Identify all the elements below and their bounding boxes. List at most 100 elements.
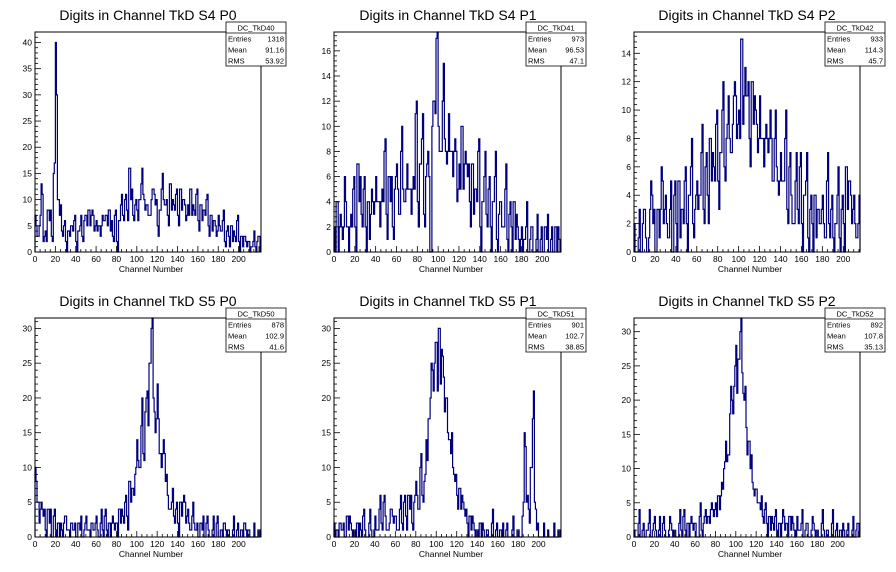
stats-key: RMS bbox=[528, 57, 545, 66]
stats-key: Entries bbox=[528, 35, 552, 44]
y-tick-label: 20 bbox=[622, 395, 632, 405]
y-tick-label: 25 bbox=[23, 358, 33, 368]
x-tick-label: 60 bbox=[91, 254, 101, 264]
x-tick-label: 80 bbox=[713, 254, 723, 264]
histogram-line bbox=[333, 31, 561, 253]
stats-key: Mean bbox=[528, 46, 547, 55]
stats-box-frame bbox=[824, 21, 886, 67]
y-tick-label: 0 bbox=[626, 532, 631, 542]
y-tick-label: 15 bbox=[23, 168, 33, 178]
x-tick-label: 60 bbox=[392, 254, 402, 264]
x-tick-label: 80 bbox=[413, 254, 423, 264]
y-tick-label: 10 bbox=[23, 195, 33, 205]
x-tick-label: 160 bbox=[191, 254, 205, 264]
x-tick-label: 140 bbox=[470, 539, 484, 549]
y-tick-label: 8 bbox=[626, 133, 631, 143]
stats-key: Mean bbox=[827, 46, 846, 55]
stats-key: Mean bbox=[528, 332, 547, 341]
stats-key: Mean bbox=[827, 332, 846, 341]
histogram-panel-4: Digits in Channel TkD S5 P10 20 40 60 80 100 1… bbox=[322, 293, 587, 559]
stats-histogram-name: DC_TkD42 bbox=[836, 24, 873, 33]
x-tick-label: 20 bbox=[350, 539, 360, 549]
x-tick-label: 0 bbox=[33, 254, 38, 264]
x-tick-label: 200 bbox=[232, 254, 246, 264]
stats-value: 45.7 bbox=[868, 57, 883, 66]
stats-box-frame bbox=[525, 21, 587, 67]
plot-frame bbox=[333, 31, 562, 253]
histogram-line bbox=[633, 38, 861, 253]
y-tick-label: 20 bbox=[322, 393, 332, 403]
stats-box: DC_TkD41 Entries 973 Mean 96.53 RMS 47.1 bbox=[525, 21, 587, 67]
x-tick-label: 120 bbox=[749, 539, 763, 549]
y-tick-label: 20 bbox=[23, 142, 33, 152]
stats-value: 41.6 bbox=[269, 343, 284, 352]
x-axis-label: Channel Number bbox=[718, 549, 782, 559]
x-tick-label: 180 bbox=[514, 254, 528, 264]
y-tick-label: 10 bbox=[23, 462, 33, 472]
stats-value: 114.3 bbox=[865, 46, 883, 55]
y-tick-label: 14 bbox=[322, 71, 332, 81]
y-tick-label: 8 bbox=[326, 146, 331, 156]
stats-key: Mean bbox=[228, 46, 247, 55]
y-tick-label: 25 bbox=[322, 358, 332, 368]
stats-key: RMS bbox=[528, 343, 545, 352]
stats-box: DC_TkD42 Entries 933 Mean 114.3 RMS 45.7 bbox=[824, 21, 886, 67]
x-axis-label: Channel Number bbox=[119, 264, 183, 274]
stats-histogram-name: DC_TkD40 bbox=[237, 24, 274, 33]
x-tick-label: 180 bbox=[815, 254, 829, 264]
x-tick-label: 160 bbox=[494, 254, 508, 264]
x-tick-label: 180 bbox=[211, 539, 225, 549]
x-tick-label: 180 bbox=[810, 539, 824, 549]
y-tick-label: 0 bbox=[326, 532, 331, 542]
x-tick-label: 100 bbox=[130, 539, 144, 549]
y-tick-label: 12 bbox=[322, 96, 332, 106]
y-tick-label: 14 bbox=[622, 48, 632, 58]
histogram-line bbox=[633, 317, 860, 538]
stats-box-frame bbox=[824, 307, 886, 353]
y-tick-label: 0 bbox=[626, 247, 631, 257]
x-tick-label: 140 bbox=[773, 254, 787, 264]
y-tick-label: 30 bbox=[322, 323, 332, 333]
x-tick-label: 200 bbox=[836, 254, 850, 264]
y-tick-label: 15 bbox=[322, 428, 332, 438]
y-tick-label: 10 bbox=[622, 464, 632, 474]
x-tick-label: 60 bbox=[391, 539, 401, 549]
y-tick-label: 5 bbox=[626, 498, 631, 508]
histogram-panel-2: Digits in Channel TkD S4 P20 20 40 60 80 100 1… bbox=[622, 7, 886, 274]
y-tick-label: 6 bbox=[326, 172, 331, 182]
x-tick-label: 200 bbox=[531, 539, 545, 549]
stats-value: 878 bbox=[271, 321, 284, 330]
stats-histogram-name: DC_TkD41 bbox=[537, 24, 574, 33]
x-tick-label: 20 bbox=[350, 254, 360, 264]
stats-key: Entries bbox=[827, 35, 851, 44]
y-tick-label: 6 bbox=[626, 162, 631, 172]
x-tick-label: 40 bbox=[371, 254, 381, 264]
x-tick-label: 200 bbox=[831, 539, 845, 549]
stats-key: RMS bbox=[827, 57, 844, 66]
y-tick-label: 15 bbox=[622, 429, 632, 439]
stats-key: Entries bbox=[228, 321, 252, 330]
stats-value: 91.16 bbox=[265, 46, 284, 55]
stats-key: Entries bbox=[827, 321, 851, 330]
y-tick-label: 5 bbox=[27, 221, 32, 231]
histogram-panel-1: Digits in Channel TkD S4 P10 20 40 60 80 100 1… bbox=[322, 7, 587, 274]
y-tick-label: 40 bbox=[23, 37, 33, 47]
x-tick-label: 100 bbox=[732, 254, 746, 264]
x-tick-label: 160 bbox=[491, 539, 505, 549]
x-tick-label: 0 bbox=[332, 539, 337, 549]
stats-value: 35.13 bbox=[864, 343, 883, 352]
x-tick-label: 120 bbox=[150, 539, 164, 549]
stats-box: DC_TkD51 Entries 901 Mean 102.7 RMS 38.85 bbox=[525, 307, 587, 353]
stats-key: Entries bbox=[528, 321, 552, 330]
x-tick-label: 100 bbox=[429, 539, 443, 549]
y-tick-label: 30 bbox=[622, 327, 632, 337]
stats-box: DC_TkD50 Entries 878 Mean 102.9 RMS 41.6 bbox=[225, 307, 287, 353]
y-tick-label: 2 bbox=[626, 219, 631, 229]
x-tick-label: 100 bbox=[130, 254, 144, 264]
stats-value: 53.92 bbox=[265, 57, 284, 66]
x-tick-label: 120 bbox=[752, 254, 766, 264]
stats-value: 47.1 bbox=[569, 57, 584, 66]
panel-title: Digits in Channel TkD S5 P0 bbox=[59, 293, 236, 309]
x-tick-label: 120 bbox=[452, 254, 466, 264]
x-tick-label: 0 bbox=[332, 254, 337, 264]
